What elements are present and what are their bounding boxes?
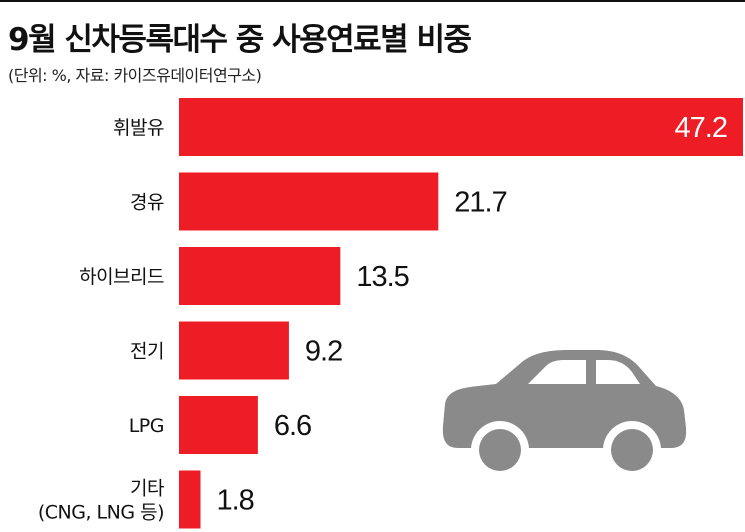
chart-title: 9월 신차등록대수 중 사용연료별 비중 bbox=[8, 22, 472, 58]
car-icon bbox=[442, 350, 687, 479]
car-wheel-rear bbox=[611, 429, 653, 471]
bar-2 bbox=[179, 172, 439, 231]
value-label: 9.2 bbox=[305, 336, 342, 368]
bars-layer: 휘발유 47.2 경유 21.7 하이브리드 13.5 전기 9.2 LPG 6.6 기타(CNG,… bbox=[38, 98, 743, 529]
value-label: 21.7 bbox=[454, 187, 506, 219]
bar-1 bbox=[179, 98, 743, 156]
category-label: 기타 bbox=[130, 478, 164, 500]
car-window-front bbox=[528, 360, 586, 384]
category-label: (CNG, LNG 등) bbox=[38, 502, 164, 524]
car-wheel-front bbox=[479, 429, 521, 471]
value-label: 13.5 bbox=[356, 261, 408, 293]
top-rule bbox=[0, 0, 745, 2]
category-label: LPG bbox=[129, 415, 164, 437]
value-label: 6.6 bbox=[274, 410, 311, 442]
value-label: 47.2 bbox=[675, 112, 727, 144]
car-window-rear bbox=[596, 360, 640, 384]
chart-subtitle: (단위: %, 자료: 카이즈유데이터연구소) bbox=[8, 66, 262, 85]
bar-5 bbox=[179, 396, 258, 454]
category-label: 전기 bbox=[130, 341, 164, 363]
value-label: 1.8 bbox=[217, 485, 254, 517]
bar-4 bbox=[179, 321, 289, 380]
category-label: 경유 bbox=[130, 192, 164, 214]
bar-6 bbox=[179, 470, 201, 529]
bar-3 bbox=[179, 247, 341, 305]
category-label: 휘발유 bbox=[113, 117, 164, 139]
category-label: 하이브리드 bbox=[79, 266, 164, 288]
